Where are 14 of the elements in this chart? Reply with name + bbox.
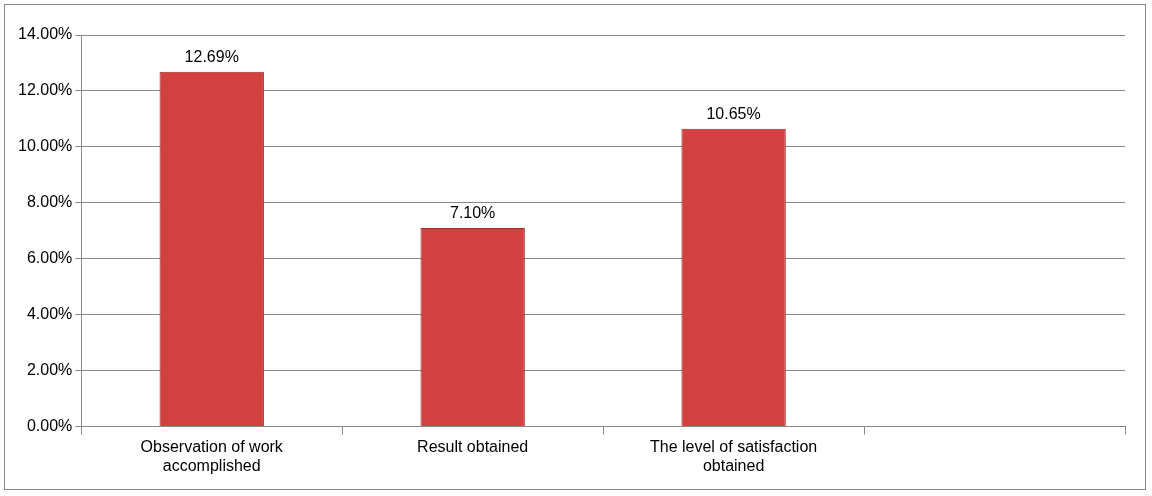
- y-tick-label: 2.00%: [26, 361, 73, 379]
- y-tick-label: 4.00%: [26, 305, 73, 323]
- y-tick-label: 6.00%: [26, 249, 73, 267]
- data-label: 7.10%: [449, 204, 496, 222]
- y-tick-label: 12.00%: [18, 81, 73, 99]
- x-tick-label: Result obtained: [417, 437, 529, 455]
- data-label: 12.69%: [184, 48, 239, 66]
- y-tick-label: 8.00%: [26, 193, 73, 211]
- x-tick-label: Observation of work accomplished: [140, 437, 284, 474]
- y-tick-label: 0.00%: [26, 417, 73, 435]
- y-tick-label: 10.00%: [18, 137, 73, 155]
- x-tick-label: The level of satisfaction obtained: [650, 437, 818, 474]
- y-tick-label: 14.00%: [18, 25, 73, 43]
- data-label: 10.65%: [706, 105, 761, 123]
